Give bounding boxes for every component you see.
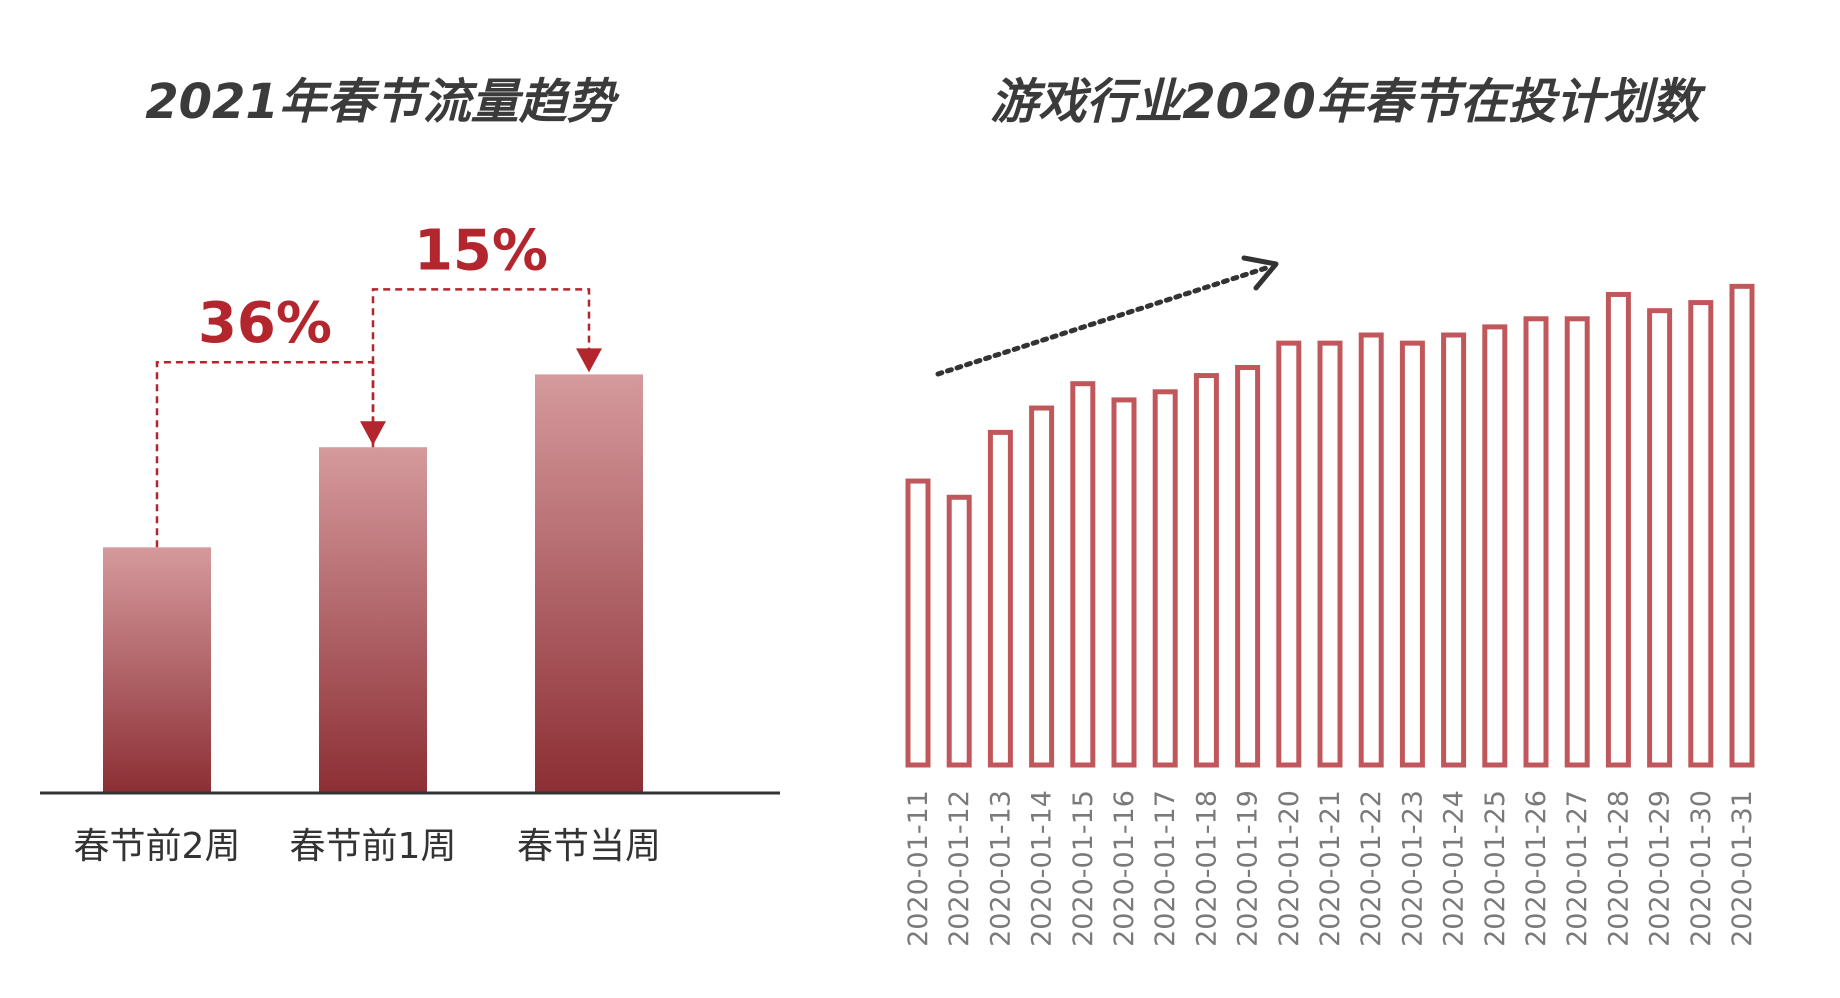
bar-2 [535, 374, 643, 793]
date-label-10: 2020-01-21 [1315, 790, 1346, 947]
game-plans-chart: 游戏行业2020年春节在投计划数 2020-01-11 2020-01-12 202… [903, 74, 1758, 947]
left-category-labels: 春节前2周 春节前1周 春节当周 [74, 826, 661, 867]
bar-0 [103, 547, 211, 793]
date-label-1: 2020-01-12 [944, 790, 975, 947]
plan-bar-0 [905, 478, 931, 768]
date-label-7: 2020-01-18 [1191, 790, 1222, 947]
growth-arrowhead-1 [576, 348, 602, 373]
growth-label-0: 36% [198, 291, 332, 356]
plan-bar-17 [1605, 291, 1631, 768]
date-label-2: 2020-01-13 [985, 790, 1016, 947]
plan-bar-6 [1152, 389, 1178, 768]
category-label-1: 春节前1周 [290, 826, 457, 867]
date-label-13: 2020-01-24 [1439, 790, 1470, 947]
trend-arrow-head [1241, 255, 1279, 291]
date-label-3: 2020-01-14 [1027, 790, 1058, 947]
category-label-0: 春节前2周 [74, 826, 241, 867]
left-bars-group [103, 374, 643, 793]
plan-bar-1 [946, 494, 972, 768]
plan-bar-10 [1317, 340, 1343, 768]
plan-bar-2 [987, 429, 1013, 768]
plan-bar-20 [1729, 283, 1755, 768]
bar-1 [319, 447, 427, 793]
plan-bar-19 [1688, 300, 1714, 768]
date-label-9: 2020-01-20 [1274, 790, 1305, 947]
growth-label-1: 15% [414, 218, 548, 283]
date-label-17: 2020-01-28 [1603, 790, 1634, 947]
date-label-16: 2020-01-27 [1562, 790, 1593, 947]
right-bars-group [905, 283, 1755, 768]
date-label-8: 2020-01-19 [1233, 790, 1264, 947]
traffic-trend-chart: 2021年春节流量趋势 春节前2周 春节前1周 春节当周 36% 15% [40, 74, 780, 867]
plan-bar-12 [1399, 340, 1425, 768]
right-date-labels: 2020-01-11 2020-01-12 2020-01-13 2020-01-14… [903, 790, 1758, 947]
plan-bar-4 [1070, 381, 1096, 768]
plan-bar-14 [1482, 324, 1508, 768]
date-label-0: 2020-01-11 [903, 790, 934, 947]
date-label-19: 2020-01-30 [1686, 790, 1717, 947]
plan-bar-16 [1564, 316, 1590, 768]
plan-bar-5 [1111, 397, 1137, 768]
date-label-12: 2020-01-23 [1397, 790, 1428, 947]
trend-arrow [935, 255, 1279, 377]
growth-annotations: 36% 15% [155, 218, 602, 548]
date-label-15: 2020-01-26 [1521, 790, 1552, 947]
plan-bar-8 [1235, 364, 1261, 768]
plan-bar-11 [1358, 332, 1384, 768]
chart-title-right: 游戏行业2020年春节在投计划数 [990, 74, 1707, 130]
plan-bar-7 [1193, 373, 1219, 768]
date-label-4: 2020-01-15 [1068, 790, 1099, 947]
trend-arrow-line [935, 265, 1269, 377]
plan-bar-13 [1441, 332, 1467, 768]
plan-bar-18 [1647, 308, 1673, 768]
date-label-11: 2020-01-22 [1356, 790, 1387, 947]
growth-connector-1 [371, 288, 591, 448]
date-label-20: 2020-01-31 [1727, 790, 1758, 947]
plan-bar-15 [1523, 316, 1549, 768]
growth-connector-0 [155, 360, 375, 548]
date-label-18: 2020-01-29 [1645, 790, 1676, 947]
chart-title-left: 2021年春节流量趋势 [145, 74, 620, 130]
category-label-2: 春节当周 [517, 826, 661, 867]
date-label-5: 2020-01-16 [1109, 790, 1140, 947]
date-label-14: 2020-01-25 [1480, 790, 1511, 947]
plan-bar-3 [1029, 405, 1055, 768]
date-label-6: 2020-01-17 [1150, 790, 1181, 947]
plan-bar-9 [1276, 340, 1302, 768]
